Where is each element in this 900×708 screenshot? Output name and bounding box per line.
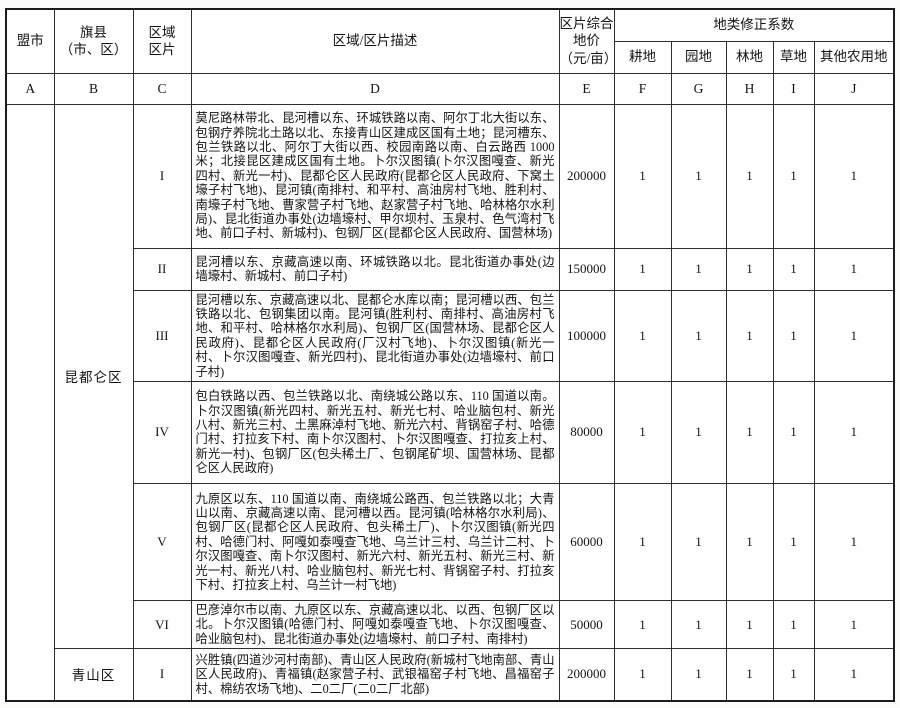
header-row-main: 盟市 旗县 （市、区） 区域 区片 区域/区片描述 区片综合 地价 （元/亩） … bbox=[5, 8, 895, 74]
header-row-sub: 耕地 园地 林地 草地 其他农用地 bbox=[6, 40, 895, 74]
cell-coeff-other: 1 bbox=[813, 247, 895, 291]
cell-coeff-grass: 1 bbox=[772, 648, 815, 702]
cell-coeff-garden: 1 bbox=[670, 247, 727, 291]
cell-zone-id: V bbox=[132, 482, 192, 601]
cell-zone-price: 100000 bbox=[558, 289, 615, 382]
column-letter-f: F bbox=[613, 72, 672, 105]
cell-coeff-forest: 1 bbox=[725, 599, 774, 650]
cell-coeff-other: 1 bbox=[813, 289, 895, 382]
cell-district-qingshan: 青山区 bbox=[53, 648, 134, 702]
header-garden-land: 园地 bbox=[670, 40, 727, 74]
cell-zone-description: 兴胜镇(四道沙河村南部)、青山区人民政府(新城村飞地南部、青山区人民政府)、青福… bbox=[190, 648, 560, 702]
header-banner-county: 旗县 （市、区） bbox=[53, 8, 134, 74]
cell-zone-description: 巴彦淖尔市以南、九原区以东、京藏高速以北、以西、包钢厂区以北。卜尔汉图镇(哈德门… bbox=[190, 599, 560, 650]
cell-league-city-empty bbox=[5, 103, 55, 702]
cell-coeff-forest: 1 bbox=[725, 648, 774, 702]
column-letter-c: C bbox=[132, 72, 192, 105]
cell-coeff-forest: 1 bbox=[725, 289, 774, 382]
column-letter-j: J bbox=[813, 72, 895, 105]
cell-coeff-other: 1 bbox=[813, 599, 895, 650]
column-letter-d: D bbox=[190, 72, 560, 105]
table-row: IV 包白铁路以西、包兰铁路以北、南绕城公路以东、110 国道以南。卜尔汉图镇(… bbox=[6, 380, 895, 484]
cell-zone-id: IV bbox=[132, 380, 192, 484]
column-letter-e: E bbox=[558, 72, 615, 105]
cell-coeff-cultivated: 1 bbox=[613, 289, 672, 382]
cell-zone-id: I bbox=[132, 648, 192, 702]
cell-zone-id: I bbox=[132, 103, 192, 249]
cell-coeff-grass: 1 bbox=[772, 599, 815, 650]
cell-coeff-forest: 1 bbox=[725, 380, 774, 484]
cell-coeff-grass: 1 bbox=[772, 289, 815, 382]
cell-coeff-garden: 1 bbox=[670, 289, 727, 382]
header-comprehensive-price: 区片综合 地价 （元/亩） bbox=[558, 8, 615, 74]
header-league-city: 盟市 bbox=[5, 8, 55, 74]
cell-zone-price: 200000 bbox=[558, 103, 615, 249]
column-letter-i: I bbox=[772, 72, 815, 105]
cell-zone-price: 200000 bbox=[558, 648, 615, 702]
cell-coeff-forest: 1 bbox=[725, 247, 774, 291]
cell-coeff-cultivated: 1 bbox=[613, 599, 672, 650]
cell-coeff-other: 1 bbox=[813, 648, 895, 702]
table-row: 昆都仑区 I 莫尼路林带北、昆河槽以东、环城铁路以南、阿尔丁北大街以东、包钢疗养… bbox=[5, 103, 895, 702]
table-row: III 昆河槽以东、京藏高速以北、昆都仑水库以南；昆河槽以西、包兰铁路以北、包钢… bbox=[6, 289, 895, 382]
cell-zone-price: 150000 bbox=[558, 247, 615, 291]
cell-zone-price: 60000 bbox=[558, 482, 615, 601]
header-zone-section: 区域 区片 bbox=[132, 8, 192, 74]
cell-zone-description: 九原区以东、110 国道以南、南绕城公路西、包兰铁路以北；大青山以南、京藏高速以… bbox=[190, 482, 560, 601]
cell-coeff-cultivated: 1 bbox=[613, 482, 672, 601]
cell-zone-description: 昆河槽以东、京藏高速以北、昆都仑水库以南；昆河槽以西、包兰铁路以北、包钢集团以南… bbox=[190, 289, 560, 382]
cell-coeff-other: 1 bbox=[813, 482, 895, 601]
cell-coeff-grass: 1 bbox=[772, 247, 815, 291]
cell-zone-description: 莫尼路林带北、昆河槽以东、环城铁路以南、阿尔丁北大街以东、包钢疗养院北土路以北、… bbox=[190, 103, 560, 249]
cell-coeff-garden: 1 bbox=[670, 103, 727, 249]
table-row: II 昆河槽以东、京藏高速以南、环城铁路以北。昆北街道办事处(边墙壕村、新城村、… bbox=[6, 247, 895, 291]
column-letter-row: A B C D E F G H I J bbox=[5, 72, 895, 105]
cell-coeff-other: 1 bbox=[813, 380, 895, 484]
cell-coeff-cultivated: 1 bbox=[613, 247, 672, 291]
cell-coeff-garden: 1 bbox=[670, 380, 727, 484]
cell-coeff-cultivated: 1 bbox=[613, 380, 672, 484]
header-correction-coefficients-group: 地类修正系数 bbox=[613, 8, 895, 42]
cell-district-kundulun: 昆都仑区 bbox=[53, 103, 134, 650]
header-zone-description: 区域/区片描述 bbox=[190, 8, 560, 74]
header-cultivated-land: 耕地 bbox=[613, 40, 672, 74]
column-letter-b: B bbox=[53, 72, 134, 105]
header-other-agricultural-land: 其他农用地 bbox=[813, 40, 895, 74]
column-letter-a: A bbox=[5, 72, 55, 105]
cell-coeff-grass: 1 bbox=[772, 380, 815, 484]
table-row: V 九原区以东、110 国道以南、南绕城公路西、包兰铁路以北；大青山以南、京藏高… bbox=[6, 482, 895, 601]
cell-coeff-forest: 1 bbox=[725, 482, 774, 601]
cell-zone-id: II bbox=[132, 247, 192, 291]
cell-zone-description: 昆河槽以东、京藏高速以南、环城铁路以北。昆北街道办事处(边墙壕村、新城村、前口子… bbox=[190, 247, 560, 291]
cell-coeff-forest: 1 bbox=[725, 103, 774, 249]
table-row: VI 巴彦淖尔市以南、九原区以东、京藏高速以北、以西、包钢厂区以北。卜尔汉图镇(… bbox=[6, 599, 895, 650]
table-row: 青山区 I 兴胜镇(四道沙河村南部)、青山区人民政府(新城村飞地南部、青山区人民… bbox=[6, 648, 895, 702]
cell-coeff-garden: 1 bbox=[670, 599, 727, 650]
cell-zone-price: 80000 bbox=[558, 380, 615, 484]
cell-coeff-grass: 1 bbox=[772, 482, 815, 601]
cell-coeff-cultivated: 1 bbox=[613, 648, 672, 702]
cell-zone-id: VI bbox=[132, 599, 192, 650]
land-price-table: 盟市 旗县 （市、区） 区域 区片 区域/区片描述 区片综合 地价 （元/亩） … bbox=[5, 8, 895, 702]
cell-zone-description: 包白铁路以西、包兰铁路以北、南绕城公路以东、110 国道以南。卜尔汉图镇(新光四… bbox=[190, 380, 560, 484]
cell-zone-id: III bbox=[132, 289, 192, 382]
cell-coeff-cultivated: 1 bbox=[613, 103, 672, 249]
column-letter-h: H bbox=[725, 72, 774, 105]
header-grassland: 草地 bbox=[772, 40, 815, 74]
column-letter-g: G bbox=[670, 72, 727, 105]
cell-coeff-other: 1 bbox=[813, 103, 895, 249]
cell-zone-price: 50000 bbox=[558, 599, 615, 650]
cell-coeff-garden: 1 bbox=[670, 648, 727, 702]
cell-coeff-grass: 1 bbox=[772, 103, 815, 249]
header-forest-land: 林地 bbox=[725, 40, 774, 74]
cell-coeff-garden: 1 bbox=[670, 482, 727, 601]
